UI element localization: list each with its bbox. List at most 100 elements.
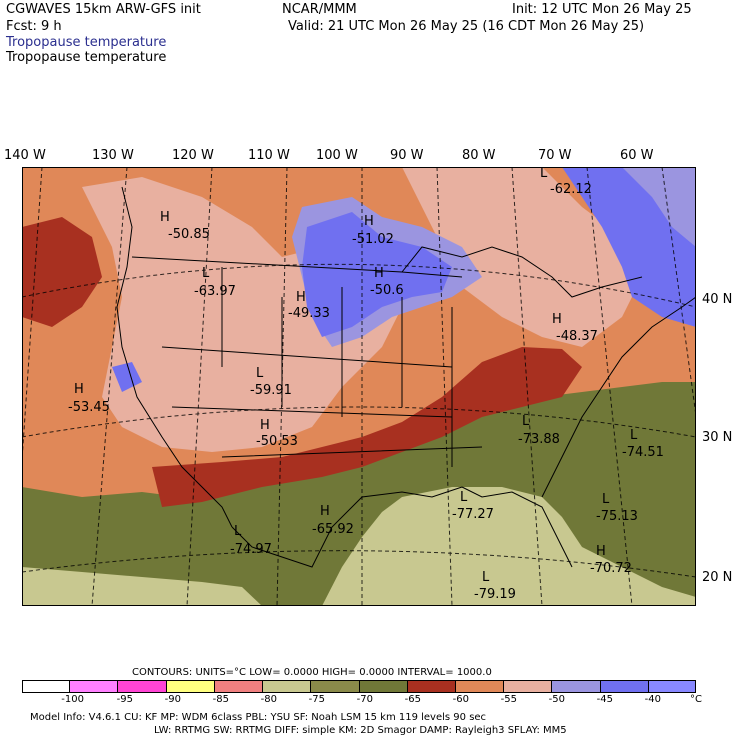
- pressure-label-type: L: [256, 366, 264, 381]
- pressure-label-value: -51.02: [352, 232, 394, 247]
- colorbar-tick: -75: [308, 694, 325, 705]
- colorbar-swatch: [454, 680, 504, 693]
- pressure-label-value: -50.6: [370, 283, 404, 298]
- lon-label: 60 W: [620, 148, 654, 163]
- pressure-label-type: H: [260, 418, 270, 433]
- pressure-label-value: -48.37: [556, 329, 598, 344]
- pressure-label-value: -79.19: [474, 587, 516, 602]
- colorbar: [22, 680, 697, 693]
- colorbar-unit: °C: [690, 694, 702, 705]
- field-zone-blue-central: [302, 212, 452, 337]
- pressure-label-type: H: [160, 210, 170, 225]
- colorbar-tick: -50: [548, 694, 565, 705]
- colorbar-swatch: [551, 680, 600, 693]
- pressure-label-type: L: [234, 524, 242, 539]
- field-zone-pink: [82, 177, 402, 452]
- colorbar-tick: -80: [260, 694, 277, 705]
- pressure-label-value: -77.27: [452, 507, 494, 522]
- field-zone-dark-red: [152, 347, 582, 507]
- valid-time: Valid: 21 UTC Mon 26 May 25 (16 CDT Mon …: [288, 19, 645, 34]
- pressure-label-type: L: [522, 414, 530, 429]
- colorbar-swatch: [647, 680, 697, 693]
- colorbar-tick: -65: [404, 694, 421, 705]
- lat-label: 30 N: [702, 430, 733, 445]
- colorbar-tick: -95: [116, 694, 133, 705]
- colorbar-swatch: [406, 680, 455, 693]
- pressure-label-value: -49.33: [288, 306, 330, 321]
- lon-label: 130 W: [92, 148, 134, 163]
- coastline-boundaries: [116, 186, 696, 568]
- pressure-label-type: H: [320, 504, 330, 519]
- colorbar-swatch: [310, 680, 359, 693]
- colorbar-swatch: [599, 680, 648, 693]
- field-zone-dark-red-nw: [22, 217, 102, 327]
- lon-label: 110 W: [248, 148, 290, 163]
- pressure-label-value: -59.91: [250, 383, 292, 398]
- pressure-label-type: H: [596, 544, 606, 559]
- pressure-label-type: L: [630, 428, 638, 443]
- field-title-secondary: Tropopause temperature: [6, 50, 167, 65]
- lat-label: 40 N: [702, 292, 733, 307]
- colorbar-swatch: [165, 680, 214, 693]
- pressure-label-type: H: [364, 214, 374, 229]
- map-frame: [22, 167, 696, 606]
- pressure-label-type: L: [602, 492, 610, 507]
- pressure-label-type: H: [74, 382, 84, 397]
- map-canvas: [22, 167, 696, 606]
- colorbar-tick: -70: [356, 694, 373, 705]
- pressure-label-value: -53.45: [68, 400, 110, 415]
- lat-lon-grid: [22, 167, 696, 606]
- tropopause-temperature-map: L -62.12 H -50.85 H -51.02 L -63.97 H -5…: [22, 167, 696, 606]
- pressure-label-value: -62.12: [550, 182, 592, 197]
- colorbar-swatch: [503, 680, 552, 693]
- colorbar-tick: -85: [212, 694, 229, 705]
- forecast-hour: Fcst: 9 h: [6, 19, 62, 34]
- field-zone-light-olive: [322, 487, 696, 606]
- lon-label: 80 W: [462, 148, 496, 163]
- lon-label: 140 W: [4, 148, 46, 163]
- colorbar-tick: -90: [164, 694, 181, 705]
- pressure-label-type: H: [552, 312, 562, 327]
- model-title: CGWAVES 15km ARW-GFS init: [6, 2, 201, 17]
- contours-info: CONTOURS: UNITS=°C LOW= 0.0000 HIGH= 0.0…: [132, 667, 492, 678]
- lon-label: 90 W: [390, 148, 424, 163]
- pressure-label-value: -65.92: [312, 522, 354, 537]
- colorbar-ticks: -100 -95 -90 -85 -80 -75 -70 -65 -60 -55…: [22, 694, 702, 706]
- pressure-label-type: L: [460, 490, 468, 505]
- colorbar-tick: -60: [452, 694, 469, 705]
- pressure-label-type: H: [296, 290, 306, 305]
- field-zone-light-olive-west: [22, 567, 262, 606]
- colorbar-swatch: [22, 680, 70, 693]
- colorbar-tick: -45: [596, 694, 613, 705]
- pressure-label-value: -75.13: [596, 509, 638, 524]
- lon-label: 100 W: [316, 148, 358, 163]
- model-info-line-1: Model Info: V4.6.1 CU: KF MP: WDM 6class…: [30, 712, 487, 723]
- colorbar-swatch: [117, 680, 166, 693]
- pressure-label-type: L: [202, 266, 210, 281]
- colorbar-tick: -55: [500, 694, 517, 705]
- pressure-label-type: H: [374, 266, 384, 281]
- lon-label: 120 W: [172, 148, 214, 163]
- colorbar-swatch: [69, 680, 118, 693]
- pressure-label-value: -70.72: [590, 561, 632, 576]
- colorbar-tick: -100: [61, 694, 84, 705]
- pressure-label-value: -63.97: [194, 284, 236, 299]
- colorbar-swatch: [213, 680, 263, 693]
- pressure-label-value: -74.97: [230, 542, 272, 557]
- field-title: Tropopause temperature: [6, 35, 167, 50]
- init-time: Init: 12 UTC Mon 26 May 25: [512, 2, 692, 17]
- model-info-line-2: LW: RRTMG SW: RRTMG DIFF: simple KM: 2D …: [154, 725, 567, 736]
- org-label: NCAR/MMM: [282, 2, 357, 17]
- pressure-label-type: L: [482, 570, 490, 585]
- colorbar-swatch: [358, 680, 407, 693]
- pressure-label-value: -50.85: [168, 227, 210, 242]
- lat-label: 20 N: [702, 570, 733, 585]
- colorbar-swatch: [262, 680, 311, 693]
- lon-label: 70 W: [538, 148, 572, 163]
- pressure-label-value: -74.51: [622, 445, 664, 460]
- field-zone-lavender-ne: [622, 167, 696, 247]
- colorbar-tick: -40: [644, 694, 661, 705]
- pressure-label-type: L: [540, 166, 548, 181]
- pressure-label-value: -73.88: [518, 432, 560, 447]
- pressure-label-value: -50.53: [256, 434, 298, 449]
